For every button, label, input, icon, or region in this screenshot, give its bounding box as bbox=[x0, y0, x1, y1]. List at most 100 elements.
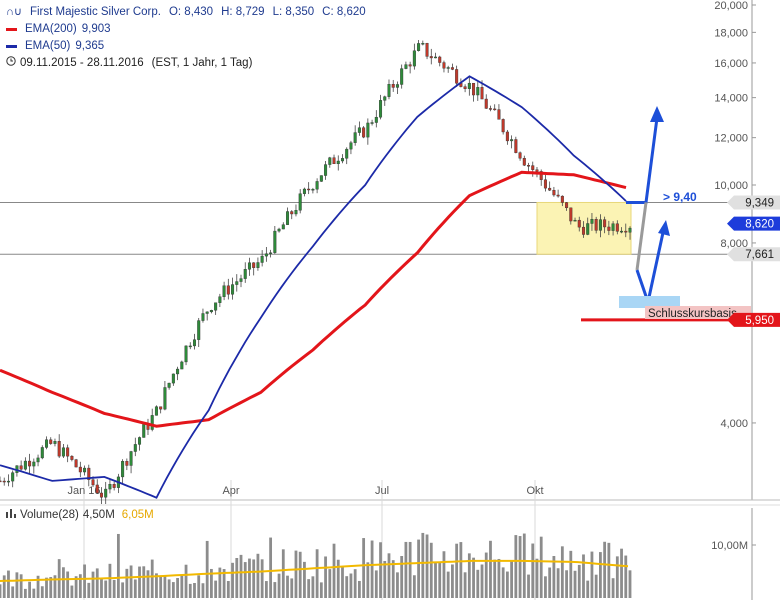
candle-body bbox=[340, 158, 344, 162]
candle-body bbox=[171, 373, 175, 384]
price-tick-label: 10,000 bbox=[714, 180, 748, 192]
candle-body bbox=[493, 108, 497, 111]
candle-body bbox=[480, 87, 484, 100]
candle-body bbox=[286, 211, 290, 225]
candle-body bbox=[239, 278, 243, 282]
candle-body bbox=[319, 175, 323, 182]
candle-body bbox=[150, 415, 154, 430]
volume-bar bbox=[70, 585, 74, 598]
candle-body bbox=[442, 62, 446, 69]
volume-bar bbox=[476, 569, 480, 598]
volume-bar bbox=[328, 569, 332, 598]
candle-body bbox=[167, 382, 171, 388]
candle-body bbox=[256, 262, 260, 268]
candle-body bbox=[159, 406, 163, 410]
candle-body bbox=[74, 459, 78, 468]
candle-body bbox=[87, 467, 91, 480]
close-value: C: 8,620 bbox=[322, 6, 366, 18]
candle-body bbox=[180, 361, 184, 370]
candle-body bbox=[450, 67, 454, 70]
price-tick-label: 14,000 bbox=[714, 93, 748, 105]
candle-body bbox=[40, 447, 44, 459]
volume-bar bbox=[408, 541, 412, 598]
volume-bar bbox=[125, 568, 129, 598]
candle-body bbox=[6, 480, 10, 483]
volume-bar bbox=[155, 573, 158, 598]
candle-body bbox=[252, 262, 256, 268]
volume-bar bbox=[459, 542, 463, 598]
volume-bar bbox=[421, 532, 425, 598]
volume-bar bbox=[412, 575, 416, 598]
candle-body bbox=[235, 281, 239, 285]
open-value: O: 8,430 bbox=[168, 6, 214, 18]
volume-bar bbox=[497, 558, 501, 598]
volume-bar bbox=[332, 543, 336, 598]
candle-body bbox=[311, 188, 315, 191]
candle-body bbox=[243, 269, 247, 279]
time-tick-label: Okt bbox=[526, 485, 543, 497]
volume-bar bbox=[218, 567, 222, 598]
volume-bar bbox=[256, 553, 260, 598]
volume-bar bbox=[383, 560, 387, 598]
price-tick-label: 4,000 bbox=[720, 418, 748, 430]
volume-bar bbox=[53, 575, 57, 598]
candle-body bbox=[222, 285, 226, 297]
candle-body bbox=[121, 461, 125, 478]
basis-label-bg bbox=[645, 306, 751, 319]
volume-bar bbox=[324, 556, 327, 598]
volume-bar bbox=[514, 535, 518, 598]
candle-body bbox=[294, 210, 298, 215]
volume-bar bbox=[362, 538, 366, 598]
volume-bar bbox=[531, 543, 535, 598]
volume-bar bbox=[264, 581, 268, 598]
volume-bar bbox=[167, 579, 171, 598]
candle-body bbox=[370, 122, 374, 124]
candle-body bbox=[484, 98, 488, 109]
ema50-value: 9,365 bbox=[75, 40, 105, 52]
volume-bar bbox=[357, 580, 361, 598]
volume-bar bbox=[341, 566, 344, 598]
volume-bar bbox=[15, 572, 19, 598]
volume-bar bbox=[146, 570, 150, 598]
volume-bar bbox=[104, 580, 108, 598]
candle-body bbox=[488, 108, 492, 110]
volume-bar bbox=[569, 550, 573, 598]
candle-body bbox=[463, 86, 467, 89]
ema200-swatch bbox=[6, 28, 17, 31]
volume-bar bbox=[565, 570, 568, 598]
candle-body bbox=[514, 139, 518, 153]
candle-body bbox=[192, 339, 196, 347]
price-tag-7661-bg bbox=[727, 247, 780, 262]
candle-body bbox=[438, 56, 442, 63]
candle-body bbox=[425, 43, 429, 57]
volume-bar bbox=[607, 542, 611, 598]
candle-body bbox=[539, 171, 543, 180]
volume-bar bbox=[62, 567, 65, 598]
candle-body bbox=[446, 67, 450, 69]
price-tag-7661: 7,661 bbox=[745, 249, 774, 261]
volume-bar bbox=[91, 571, 95, 598]
volume-legend: Volume(28) 4,50M 6,05M bbox=[6, 509, 161, 521]
volume-bar bbox=[417, 539, 420, 598]
volume-bar bbox=[23, 588, 27, 598]
volume-bar bbox=[49, 577, 53, 598]
volume-bar bbox=[150, 559, 154, 598]
candle-body bbox=[383, 96, 387, 101]
candlestick-icon: ∩∪ bbox=[6, 6, 22, 18]
volume-bar bbox=[590, 551, 594, 598]
volume-bar bbox=[201, 583, 205, 598]
high-value: H: 8,729 bbox=[221, 6, 265, 18]
candle-body bbox=[188, 345, 192, 348]
candle-body bbox=[565, 202, 569, 209]
candle-body bbox=[594, 219, 598, 231]
candle-body bbox=[472, 82, 476, 96]
volume-bar bbox=[379, 542, 382, 598]
ema50-label: EMA(50) bbox=[25, 40, 71, 52]
candle-body bbox=[307, 188, 311, 191]
candle-body bbox=[11, 472, 15, 482]
candle-body bbox=[615, 223, 619, 232]
candle-body bbox=[400, 68, 404, 85]
volume-bar bbox=[455, 543, 459, 598]
volume-bar bbox=[294, 550, 298, 598]
